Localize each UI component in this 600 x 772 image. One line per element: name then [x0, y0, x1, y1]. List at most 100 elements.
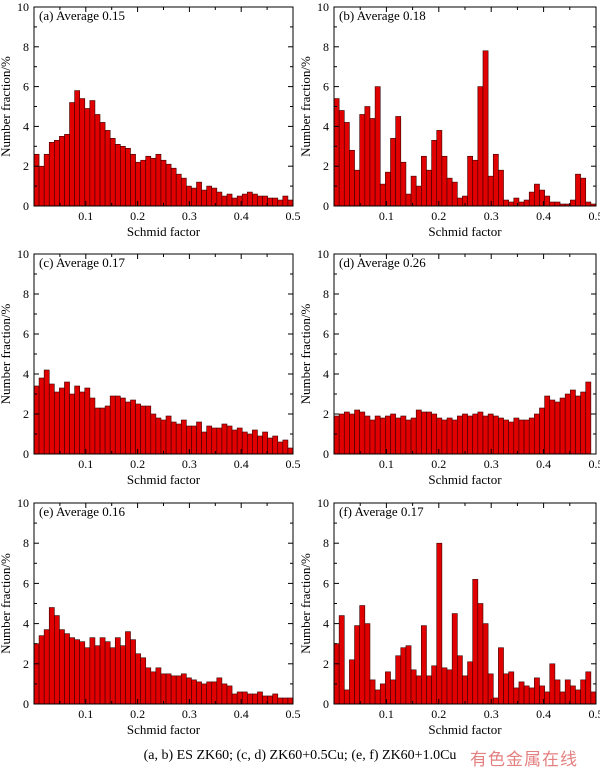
histogram-bar [186, 425, 192, 455]
histogram-bar [206, 425, 213, 455]
histogram-bar [482, 50, 489, 207]
histogram-bar [400, 415, 407, 455]
histogram-bar [120, 645, 126, 705]
histogram-bar [354, 625, 360, 705]
histogram-bar [415, 185, 422, 207]
x-axis-title: Schmid factor [127, 472, 201, 487]
histogram-bar [590, 691, 597, 705]
histogram-bar [585, 201, 592, 207]
histogram-bar [282, 697, 289, 705]
y-tick-label: 8 [23, 536, 29, 550]
histogram-bar [191, 679, 197, 705]
histogram-bar [277, 697, 284, 705]
y-tick-label: 2 [323, 657, 329, 671]
histogram-bar [364, 106, 371, 207]
x-tick-label: 0.3 [484, 209, 499, 223]
panel-title: (f) Average 0.17 [339, 504, 424, 519]
y-tick-label: 0 [23, 697, 29, 711]
histogram-bar [559, 691, 566, 705]
histogram-bar [191, 187, 197, 207]
histogram-bar [390, 138, 396, 207]
histogram-bar [580, 177, 587, 207]
y-axis-title: Number fraction/% [0, 553, 13, 654]
histogram-bar [89, 100, 96, 207]
histogram-bar [436, 542, 443, 705]
histogram-bar [467, 155, 474, 207]
histogram-bar [549, 399, 556, 455]
histogram-bar [390, 413, 396, 455]
y-tick-label: 0 [23, 447, 29, 461]
histogram-bar [528, 687, 535, 705]
histogram-bar [410, 669, 417, 705]
histogram-bar [487, 673, 494, 705]
histogram-bar [354, 169, 360, 207]
x-tick-label: 0.5 [286, 707, 301, 721]
histogram-bar [436, 417, 443, 455]
histogram-bar [405, 419, 412, 455]
y-tick-label: 8 [23, 40, 29, 54]
histogram-bar [125, 147, 131, 207]
histogram-bar [79, 641, 86, 705]
histogram-bar [74, 385, 81, 455]
histogram-bar [241, 431, 248, 455]
watermark: 有色金属在线 [470, 750, 578, 770]
histogram-bar [554, 679, 561, 705]
histogram-bar [64, 134, 70, 207]
histogram-bar [349, 659, 355, 705]
histogram-bar [94, 114, 101, 207]
histogram-bar [277, 199, 284, 207]
histogram-bar [503, 419, 509, 455]
histogram-bar [575, 689, 581, 705]
histogram-bar [165, 163, 172, 207]
histogram-bar [155, 153, 162, 207]
histogram-bar [441, 155, 448, 207]
y-tick-label: 2 [23, 159, 29, 173]
histogram-bar [130, 399, 136, 455]
histogram-bar [109, 395, 116, 455]
histogram-bar [343, 411, 350, 455]
histogram-bar [385, 415, 391, 455]
histogram-bar [446, 417, 453, 455]
histogram-bar [523, 685, 530, 705]
histogram-bar [246, 693, 253, 705]
histogram-bar [405, 193, 412, 207]
x-tick-label: 0.5 [286, 457, 301, 471]
x-tick-label: 0.2 [431, 457, 446, 471]
histogram-bar [523, 199, 530, 207]
histogram-bar [477, 603, 484, 705]
histogram-bar [246, 191, 253, 207]
histogram-bar [226, 425, 233, 455]
histogram-bar [74, 639, 81, 705]
histogram-bar [518, 201, 525, 207]
histogram-bar [379, 417, 386, 455]
histogram-bar [369, 419, 376, 455]
histogram-bar [400, 647, 407, 705]
histogram-bar [109, 647, 116, 705]
histogram-bar [79, 98, 86, 207]
histogram-bar [451, 181, 458, 207]
histogram-bar [426, 169, 432, 207]
histogram-bar [395, 655, 402, 705]
histogram-bar [451, 419, 458, 455]
histogram-bar [338, 615, 345, 705]
histogram-bar [206, 185, 213, 207]
x-tick-label: 0.1 [379, 707, 394, 721]
histogram-bar [201, 683, 207, 705]
histogram-bar [201, 189, 207, 207]
histogram-bar [508, 201, 515, 207]
histogram-bar [395, 417, 402, 455]
histogram-bar [211, 427, 218, 455]
histogram-bar [272, 435, 279, 455]
histogram-bar [426, 675, 432, 705]
histogram-bar [160, 419, 167, 455]
histogram-bar [114, 395, 121, 455]
histogram-bar [211, 681, 218, 705]
y-tick-label: 8 [323, 536, 329, 550]
histogram-bar [456, 197, 463, 207]
histogram-bar [257, 435, 263, 455]
histogram-bar [130, 153, 136, 207]
histogram-bar [426, 411, 432, 455]
histogram-bar [554, 201, 561, 207]
histogram-bar [74, 90, 81, 207]
histogram-bar [114, 144, 121, 207]
